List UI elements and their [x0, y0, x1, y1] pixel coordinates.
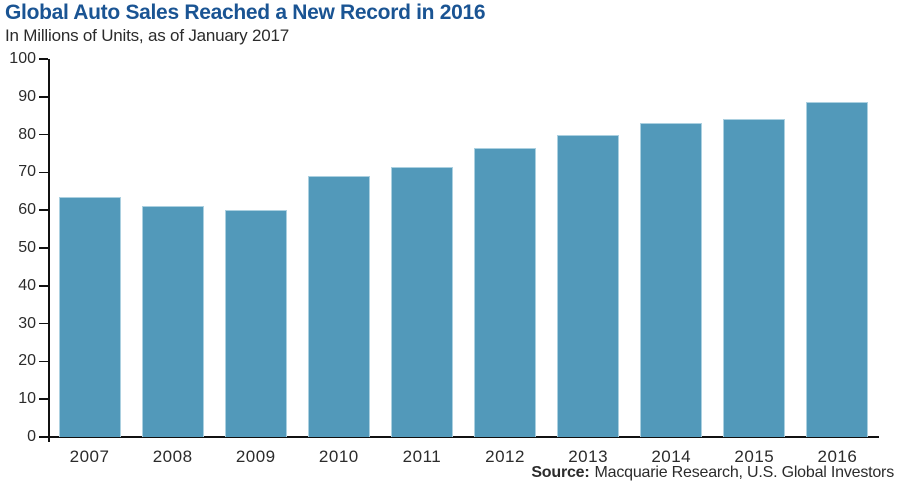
y-tick-label: 20 — [18, 352, 36, 370]
y-axis-tick — [39, 322, 48, 325]
y-axis-tick — [39, 360, 48, 363]
bar-2009 — [224, 210, 287, 437]
source-note: Source: Macquarie Research, U.S. Global I… — [531, 464, 894, 482]
chart-subtitle: In Millions of Units, as of January 2017 — [5, 26, 289, 45]
x-tick-label-2008: 2008 — [152, 447, 193, 466]
y-axis-tick — [39, 285, 48, 287]
y-tick-label: 70 — [18, 163, 36, 181]
y-tick-label: 90 — [18, 87, 36, 105]
bar-2016 — [806, 102, 869, 437]
y-axis-line — [48, 59, 50, 442]
y-axis-tick — [39, 247, 48, 249]
bar-2012 — [474, 147, 537, 437]
y-axis-tick — [39, 133, 48, 136]
bar-2007 — [58, 196, 121, 437]
bar-2013 — [557, 134, 620, 437]
y-tick-label: 30 — [18, 314, 36, 332]
x-tick-label-2007: 2007 — [69, 447, 110, 466]
y-axis-tick — [39, 171, 48, 174]
bar-2010 — [307, 176, 370, 437]
bar-2011 — [390, 166, 453, 437]
x-tick-label-2009: 2009 — [235, 447, 276, 466]
y-axis-tick — [39, 209, 48, 211]
x-axis-line — [39, 436, 879, 438]
y-axis-tick — [39, 58, 48, 60]
source-text: Macquarie Research, U.S. Global Investor… — [594, 464, 895, 481]
source-label: Source: — [531, 464, 590, 481]
y-tick-label: 60 — [18, 201, 36, 219]
y-axis-tick — [39, 96, 48, 98]
bar-2008 — [141, 206, 204, 437]
x-tick-label-2016: 2016 — [817, 447, 858, 466]
y-tick-label: 10 — [18, 390, 36, 408]
x-tick-label-2013: 2013 — [568, 447, 609, 466]
y-tick-label: 0 — [27, 428, 36, 445]
y-tick-label: 100 — [9, 50, 36, 67]
bar-2015 — [723, 119, 786, 437]
y-tick-label: 50 — [18, 239, 36, 256]
x-tick-label-2012: 2012 — [485, 447, 525, 466]
y-tick-label: 40 — [18, 276, 36, 294]
bar-2014 — [640, 123, 703, 437]
x-tick-label-2014: 2014 — [651, 447, 692, 466]
chart-title: Global Auto Sales Reached a New Record i… — [5, 1, 486, 24]
x-tick-label-2010: 2010 — [318, 447, 359, 466]
x-tick-label-2011: 2011 — [402, 447, 442, 466]
y-tick-label: 80 — [18, 125, 36, 143]
x-tick-label-2015: 2015 — [734, 447, 775, 466]
y-axis-tick — [39, 398, 48, 400]
